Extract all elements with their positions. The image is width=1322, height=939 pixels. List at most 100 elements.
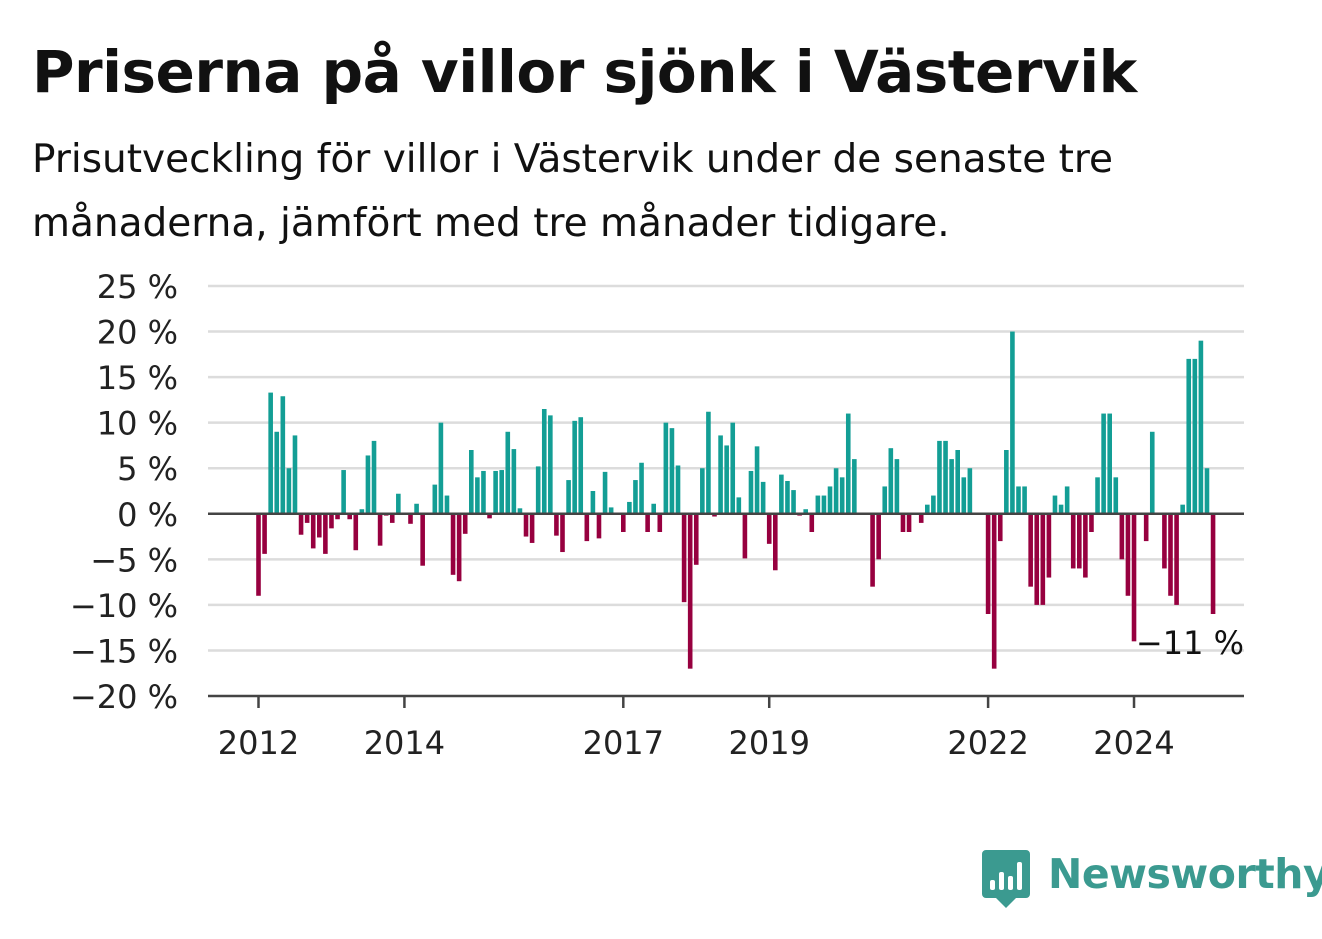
bar xyxy=(396,493,401,514)
bar xyxy=(493,470,498,514)
bar xyxy=(481,470,486,514)
bar xyxy=(955,450,960,514)
bar xyxy=(693,513,699,565)
bar xyxy=(773,513,778,571)
chart-title: Priserna på villor sjönk i Västervik xyxy=(32,38,1137,106)
bar xyxy=(1022,486,1027,514)
x-tick-label: 2017 xyxy=(583,724,664,762)
bar xyxy=(1149,431,1155,514)
bar xyxy=(791,490,796,514)
bar xyxy=(329,513,334,529)
bar xyxy=(845,413,851,514)
bar xyxy=(833,468,839,514)
bar xyxy=(1210,513,1216,614)
bar xyxy=(870,513,875,587)
y-tick-label: 25 % xyxy=(97,268,178,306)
bar xyxy=(371,440,377,514)
bar xyxy=(517,508,523,514)
bar xyxy=(280,396,286,514)
x-tick-label: 2019 xyxy=(729,724,810,762)
bar xyxy=(535,466,541,514)
bar xyxy=(1198,340,1204,514)
bar xyxy=(657,513,663,532)
bar xyxy=(706,411,711,514)
x-tick-label: 2022 xyxy=(947,724,1028,762)
bar xyxy=(377,513,383,546)
bar xyxy=(943,440,948,514)
bar xyxy=(1028,513,1033,587)
bar xyxy=(420,513,425,566)
bar xyxy=(785,480,790,514)
bar xyxy=(839,477,845,514)
bar xyxy=(645,513,650,532)
bar xyxy=(408,513,413,524)
bar xyxy=(852,459,857,514)
bar xyxy=(353,513,359,551)
bar xyxy=(639,462,644,514)
bar xyxy=(1119,513,1125,560)
bar xyxy=(304,513,310,523)
bar xyxy=(608,507,614,514)
bar xyxy=(718,435,723,514)
bar xyxy=(803,509,808,514)
bar xyxy=(444,495,450,514)
y-tick-label: 15 % xyxy=(97,359,178,397)
bar xyxy=(633,480,638,514)
bar xyxy=(681,513,687,603)
bar xyxy=(724,445,729,514)
axes xyxy=(208,512,1244,708)
bar xyxy=(991,513,997,669)
last-value-annotation: −11 % xyxy=(1136,624,1244,662)
bar xyxy=(1174,513,1179,605)
bar xyxy=(541,409,547,514)
bar xyxy=(365,455,371,514)
brand-name: Newsworthy xyxy=(1048,850,1322,898)
bar xyxy=(760,481,766,514)
x-axis-labels: 2012 2014 2017 2019 2022 2024 xyxy=(218,724,1175,762)
bar xyxy=(1143,513,1149,542)
chart-subtitle: Prisutveckling för villor i Västervik un… xyxy=(32,137,1114,246)
bar xyxy=(621,513,626,532)
y-tick-label: 0 % xyxy=(117,496,178,534)
bar xyxy=(1204,468,1210,514)
bar xyxy=(1131,513,1137,642)
bar xyxy=(736,497,742,514)
bar xyxy=(317,513,322,538)
bar xyxy=(1113,477,1119,514)
bar xyxy=(827,486,833,514)
bar xyxy=(262,513,267,554)
bar xyxy=(900,513,906,532)
bar xyxy=(487,513,492,519)
newsworthy-logo: Newsworthy xyxy=(982,850,1322,910)
bar xyxy=(730,422,736,514)
bar xyxy=(475,477,480,514)
bar xyxy=(499,470,504,514)
y-tick-label: −20 % xyxy=(70,678,178,716)
bar xyxy=(511,449,517,514)
bar xyxy=(894,459,900,514)
y-tick-label: −15 % xyxy=(70,632,178,670)
bar xyxy=(298,513,304,535)
bar xyxy=(669,428,675,514)
bar-chart-bubble-icon xyxy=(982,850,1030,908)
bar xyxy=(925,504,930,514)
bar xyxy=(596,513,602,539)
bar xyxy=(268,392,273,514)
bar xyxy=(882,486,888,514)
bar xyxy=(347,513,352,520)
bar xyxy=(906,513,912,532)
bar xyxy=(1058,504,1064,514)
bar xyxy=(389,513,395,523)
bar xyxy=(1034,513,1040,605)
bar xyxy=(335,513,340,520)
bar xyxy=(523,513,529,537)
bar xyxy=(1125,513,1131,596)
bar xyxy=(602,471,608,514)
y-tick-label: 20 % xyxy=(97,314,178,352)
bar xyxy=(888,448,894,514)
bar xyxy=(529,513,535,543)
bar xyxy=(566,480,571,514)
bar xyxy=(462,513,468,534)
y-tick-label: 10 % xyxy=(97,405,178,443)
